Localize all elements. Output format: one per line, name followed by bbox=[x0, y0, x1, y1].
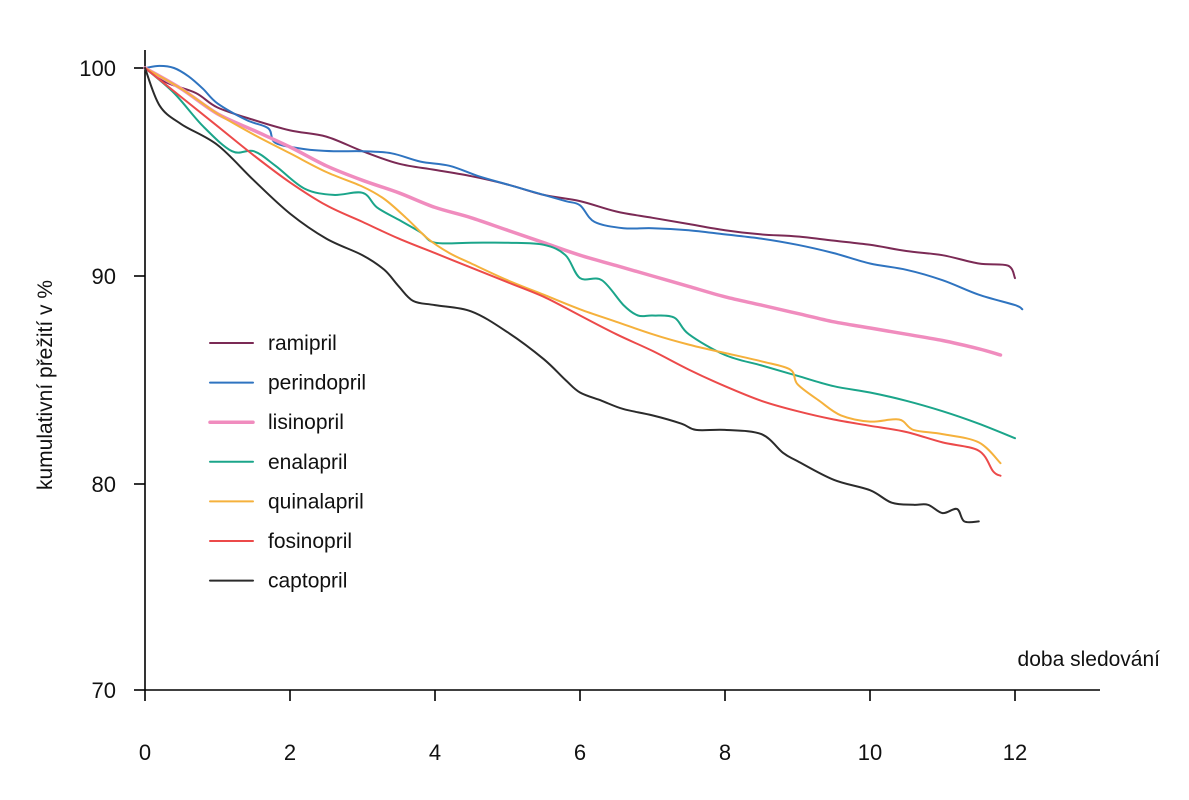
legend-label-captopril: captopril bbox=[268, 570, 347, 593]
legend-label-enalapril: enalapril bbox=[268, 451, 347, 474]
tick-group: 0 2 4 6 8 10 12 70 80 90 100 bbox=[79, 56, 1027, 765]
legend: ramipril perindopril lisinopril enalapril qu… bbox=[208, 332, 366, 593]
series-line-enalapril bbox=[144, 67, 1016, 440]
x-tick-label: 4 bbox=[429, 740, 441, 765]
series-line-perindopril bbox=[144, 64, 1024, 311]
legend-label-ramipril: ramipril bbox=[268, 332, 337, 355]
legend-label-fosinopril: fosinopril bbox=[268, 530, 352, 553]
legend-label-quinalapril: quinalapril bbox=[268, 490, 364, 513]
y-tick-label: 90 bbox=[92, 264, 116, 289]
series-line-quinalapril bbox=[144, 67, 1002, 465]
y-tick-label: 80 bbox=[92, 472, 116, 497]
legend-label-perindopril: perindopril bbox=[268, 372, 366, 395]
legend-label-lisinopril: lisinopril bbox=[268, 411, 344, 434]
series-line-fosinopril bbox=[144, 67, 1002, 477]
x-axis-title: doba sledování bbox=[1018, 648, 1161, 671]
x-tick-label: 0 bbox=[139, 740, 151, 765]
x-tick-label: 8 bbox=[719, 740, 731, 765]
y-tick-label: 70 bbox=[92, 678, 116, 703]
x-tick-label: 12 bbox=[1003, 740, 1027, 765]
series-line-ramipril bbox=[144, 67, 1016, 280]
x-tick-label: 10 bbox=[858, 740, 882, 765]
y-axis-title: kumulativní přežití v % bbox=[34, 280, 57, 490]
y-tick-label: 100 bbox=[79, 56, 116, 81]
series-line-captopril bbox=[144, 67, 980, 524]
axes bbox=[144, 50, 1100, 691]
x-tick-label: 6 bbox=[574, 740, 586, 765]
x-tick-label: 2 bbox=[284, 740, 296, 765]
series-line-lisinopril bbox=[143, 66, 1003, 357]
series-group bbox=[143, 64, 1024, 524]
